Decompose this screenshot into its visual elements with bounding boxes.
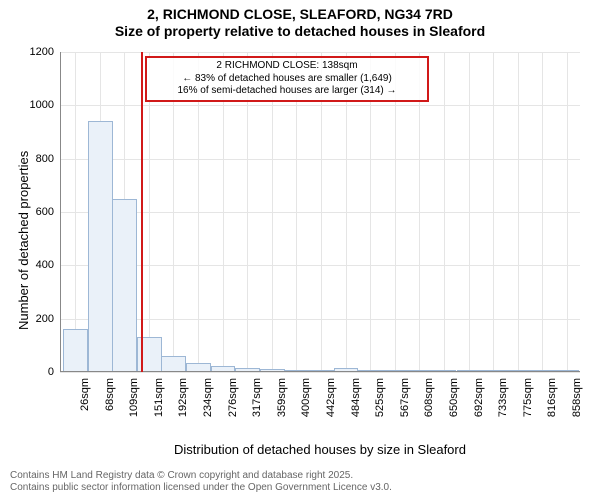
gridline-horizontal (60, 52, 580, 53)
footer-line-2: Contains public sector information licen… (10, 482, 392, 494)
title-line-1: 2, RICHMOND CLOSE, SLEAFORD, NG34 7RD (0, 6, 600, 23)
y-tick-label: 800 (0, 153, 54, 165)
gridline-vertical (469, 52, 470, 372)
x-tick-label: 400sqm (300, 378, 312, 438)
y-tick-label: 0 (0, 366, 54, 378)
histogram-bar (161, 356, 186, 372)
annot-line-2: ← 83% of detached houses are smaller (1,… (151, 73, 423, 86)
x-tick-label: 234sqm (202, 378, 214, 438)
annot-line-3: 16% of semi-detached houses are larger (… (151, 85, 423, 98)
gridline-horizontal (60, 265, 580, 266)
y-tick-label: 600 (0, 206, 54, 218)
x-tick-label: 276sqm (227, 378, 239, 438)
y-tick-label: 1200 (0, 46, 54, 58)
x-axis-label: Distribution of detached houses by size … (60, 442, 580, 457)
x-tick-label: 484sqm (350, 378, 362, 438)
gridline-horizontal (60, 319, 580, 320)
footer-line-1: Contains HM Land Registry data © Crown c… (10, 470, 392, 482)
gridline-horizontal (60, 105, 580, 106)
x-tick-label: 692sqm (473, 378, 485, 438)
title-line-2: Size of property relative to detached ho… (0, 23, 600, 40)
gridline-horizontal (60, 372, 580, 373)
y-tick-label: 1000 (0, 99, 54, 111)
x-tick-label: 317sqm (251, 378, 263, 438)
x-tick-label: 68sqm (104, 378, 116, 438)
gridline-vertical (75, 52, 76, 372)
gridline-vertical (444, 52, 445, 372)
x-tick-label: 109sqm (128, 378, 140, 438)
footer-attribution: Contains HM Land Registry data © Crown c… (10, 470, 392, 494)
x-tick-label: 858sqm (571, 378, 583, 438)
annot-line-1: 2 RICHMOND CLOSE: 138sqm (151, 60, 423, 73)
y-axis-line (60, 52, 61, 372)
chart-title: 2, RICHMOND CLOSE, SLEAFORD, NG34 7RD Si… (0, 0, 600, 40)
y-tick-label: 400 (0, 259, 54, 271)
x-tick-label: 775sqm (522, 378, 534, 438)
x-tick-label: 650sqm (448, 378, 460, 438)
x-tick-label: 525sqm (374, 378, 386, 438)
gridline-vertical (542, 52, 543, 372)
x-tick-label: 359sqm (276, 378, 288, 438)
x-tick-label: 816sqm (546, 378, 558, 438)
x-tick-label: 608sqm (423, 378, 435, 438)
x-tick-label: 733sqm (497, 378, 509, 438)
gridline-vertical (518, 52, 519, 372)
gridline-horizontal (60, 159, 580, 160)
x-tick-label: 192sqm (177, 378, 189, 438)
histogram-bar (88, 121, 113, 372)
gridline-horizontal (60, 212, 580, 213)
subject-marker-line (141, 52, 143, 372)
y-tick-label: 200 (0, 313, 54, 325)
histogram-bar (112, 199, 137, 372)
subject-annotation-box: 2 RICHMOND CLOSE: 138sqm← 83% of detache… (145, 56, 429, 102)
x-tick-label: 151sqm (153, 378, 165, 438)
x-axis-line (60, 371, 580, 372)
x-tick-label: 26sqm (79, 378, 91, 438)
y-axis-label: Number of detached properties (16, 151, 31, 330)
x-tick-label: 567sqm (399, 378, 411, 438)
histogram-plot: 2 RICHMOND CLOSE: 138sqm← 83% of detache… (60, 52, 580, 372)
x-tick-label: 442sqm (325, 378, 337, 438)
gridline-vertical (493, 52, 494, 372)
histogram-bar (63, 329, 88, 372)
gridline-vertical (567, 52, 568, 372)
